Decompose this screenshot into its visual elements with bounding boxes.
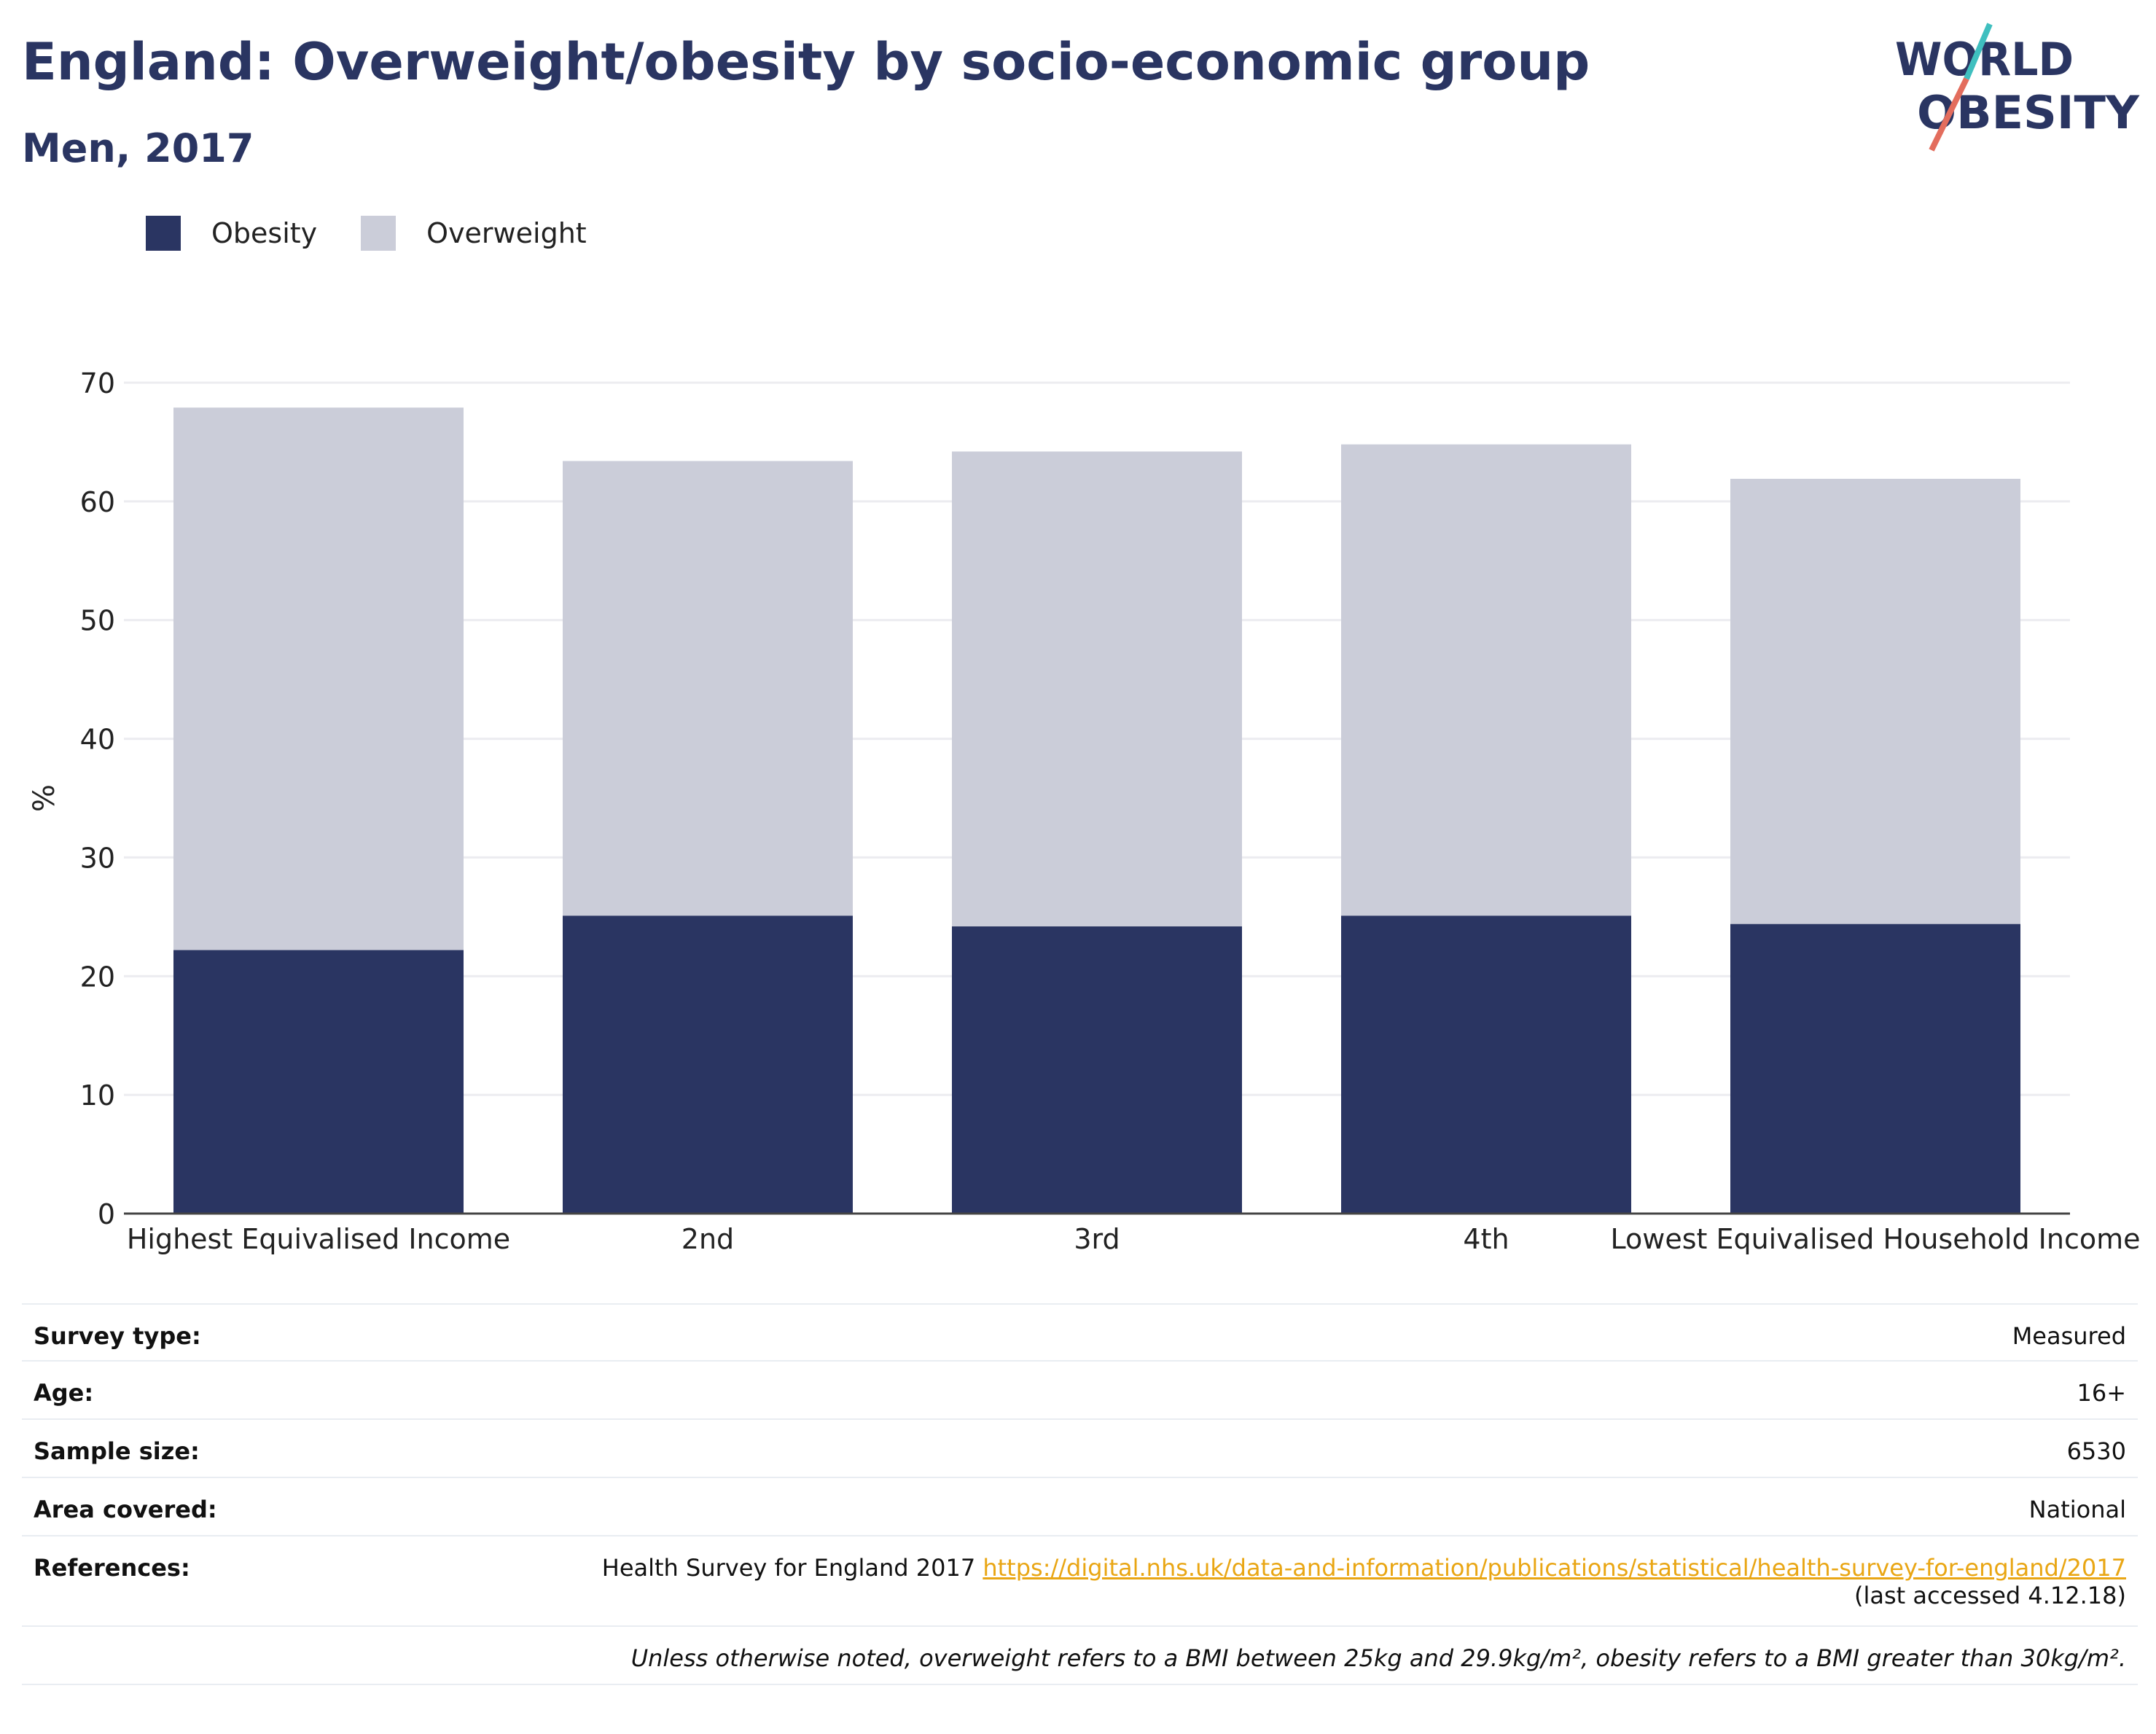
bmi-definition-note: Unless otherwise noted, overweight refer… [630,1644,2126,1672]
bar-overweight [563,461,853,916]
references-label: References: [34,1554,190,1582]
reference-link[interactable]: https://digital.nhs.uk/data-and-informat… [983,1554,2126,1582]
age-value: 16+ [2077,1379,2126,1407]
y-tick-label: 40 [80,724,115,756]
bar-obesity [1730,923,2020,1214]
y-tick-label: 70 [80,367,115,399]
x-tick-label: 3rd [1074,1223,1120,1255]
chart-title: England: Overweight/obesity by socio-eco… [22,32,1590,92]
y-tick-label: 10 [80,1079,115,1112]
chart-subtitle: Men, 2017 [22,125,254,171]
x-tick-label: Lowest Equivalised Household Income [1610,1223,2140,1255]
y-tick-label: 30 [80,842,115,874]
x-tick-label: 2nd [681,1223,734,1255]
legend-label-obesity: Obesity [211,217,318,249]
bar-overweight [1730,478,2020,924]
x-tick-label: 4th [1463,1223,1509,1255]
y-tick-label: 50 [80,605,115,637]
age-label: Age: [34,1379,94,1407]
meta-row-survey-type: Survey type: Measured [22,1303,2138,1362]
bar-overweight [173,407,464,950]
bar-obesity [563,915,853,1214]
legend-item-obesity[interactable]: Obesity [146,216,317,251]
survey-type-label: Survey type: [34,1322,201,1350]
legend-swatch-overweight [361,216,397,251]
meta-row-references: References: Health Survey for England 20… [22,1536,2138,1627]
y-tick-label: 0 [98,1198,115,1230]
chart-legend: Obesity Overweight [146,216,630,251]
legend-item-overweight[interactable]: Overweight [361,216,587,251]
svg-text:OBESITY: OBESITY [1917,86,2140,139]
world-obesity-logo: WORLD OBESITY [1895,23,2140,152]
y-axis-title: % [28,784,61,812]
x-tick-label: Highest Equivalised Income [127,1223,510,1255]
bar-overweight [952,451,1242,926]
survey-metadata-table: Survey type: Measured Age: 16+ Sample si… [22,1303,2138,1685]
legend-label-overweight: Overweight [426,217,587,249]
y-tick-label: 20 [80,961,115,993]
reference-text: Health Survey for England 2017 [601,1554,976,1582]
reference-accessed: (last accessed 4.12.18) [1854,1582,2126,1609]
meta-row-sample-size: Sample size: 6530 [22,1420,2138,1478]
legend-swatch-obesity [146,216,181,251]
bar-obesity [1341,915,1631,1214]
meta-row-age: Age: 16+ [22,1362,2138,1420]
meta-row-note: Unless otherwise noted, overweight refer… [22,1627,2138,1685]
sample-size-label: Sample size: [34,1437,200,1465]
meta-row-area: Area covered: National [22,1478,2138,1536]
survey-type-value: Measured [2012,1322,2126,1350]
bar-obesity [952,926,1242,1214]
bar-overweight [1341,444,1631,916]
bar-obesity [173,950,464,1214]
y-tick-label: 60 [80,486,115,518]
references-value: Health Survey for England 2017 https://d… [602,1554,2126,1609]
sample-size-value: 6530 [2066,1437,2126,1465]
stacked-bar-chart: 0 10 20 30 40 50 60 70% Highest Equivalised Inco… [28,367,2141,1255]
area-covered-value: National [2028,1496,2126,1523]
area-covered-label: Area covered: [34,1496,217,1523]
